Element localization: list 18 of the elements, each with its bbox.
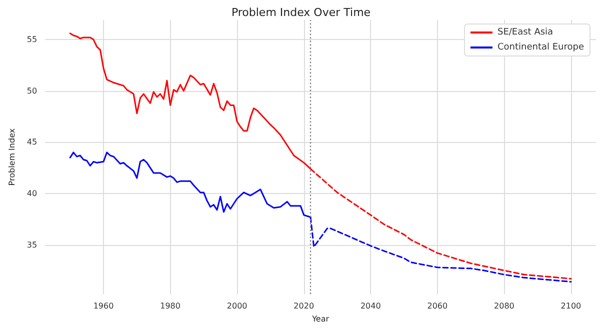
x-tick-label: 1960 [93, 302, 114, 311]
legend-label: Continental Europe [497, 42, 584, 52]
x-tick-label: 2000 [226, 302, 248, 311]
y-tick-label: 45 [26, 138, 38, 147]
x-axis-title: Year [311, 314, 330, 324]
chart-title: Problem Index Over Time [231, 6, 371, 19]
x-tick-label: 2100 [560, 302, 582, 311]
legend-label: SE/East Asia [497, 28, 554, 38]
x-tick-label: 1980 [160, 302, 180, 311]
y-axis-title: Problem Index [8, 128, 16, 186]
x-tick-label: 2060 [427, 302, 448, 311]
y-tick-label: 55 [26, 35, 38, 44]
x-tick-label: 2080 [494, 302, 514, 311]
y-tick-label: 50 [26, 86, 38, 96]
y-tick-label: 35 [26, 240, 38, 250]
x-tick-label: 2020 [294, 302, 314, 311]
y-tick-label: 40 [26, 188, 38, 198]
x-tick-label: 2040 [360, 302, 381, 311]
